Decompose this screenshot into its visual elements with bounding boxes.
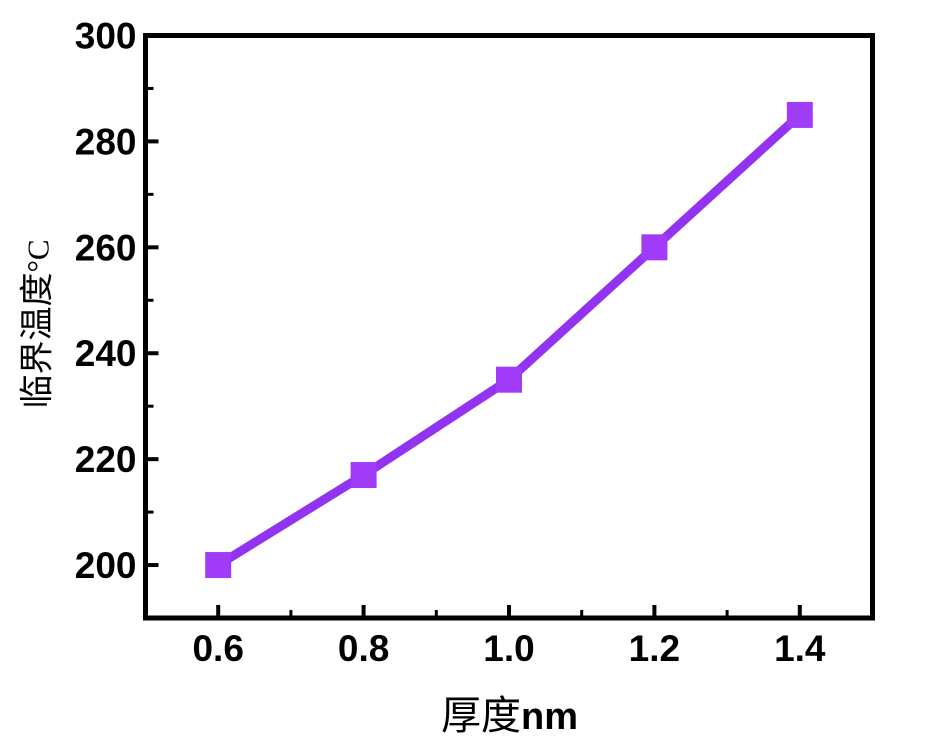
x-axis-title: 厚度nm	[146, 683, 873, 741]
series-line	[215, 111, 803, 569]
x-tick-label: 1.0	[483, 628, 534, 669]
y-tick-label: 200	[75, 545, 137, 586]
data-point	[350, 462, 377, 489]
y-tick-label: 240	[75, 333, 137, 374]
y-tick-label: 300	[75, 16, 137, 57]
y-axis-title-unit: °C	[20, 239, 56, 273]
x-axis-title-unit: nm	[521, 696, 578, 738]
y-tick-label: 220	[75, 439, 137, 480]
x-axis-title-text: 厚度	[441, 693, 521, 738]
data-point	[205, 552, 232, 579]
y-tick-label: 260	[75, 227, 137, 268]
data-point	[641, 234, 668, 261]
axis-frame	[143, 33, 875, 621]
data-point	[496, 366, 522, 393]
x-tick-label: 1.4	[774, 628, 826, 669]
x-tick-label: 0.8	[338, 628, 389, 669]
y-axis-title: 临界温度°C	[10, 239, 59, 408]
y-axis-title-text: 临界温度	[19, 272, 57, 409]
x-tick-label: 0.6	[192, 628, 243, 669]
x-tick-label: 1.2	[629, 628, 680, 669]
data-point	[786, 101, 813, 128]
y-tick-label: 280	[75, 121, 137, 162]
